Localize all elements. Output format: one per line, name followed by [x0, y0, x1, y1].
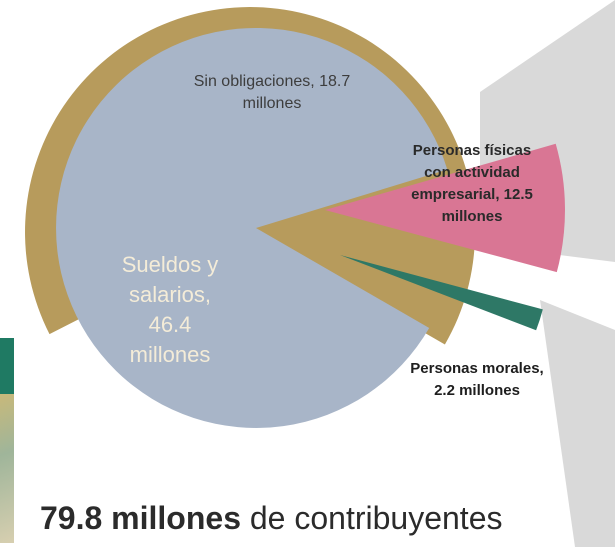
- slice-sin-obligaciones: [56, 27, 448, 428]
- background-panels: [480, 0, 615, 547]
- slice-sueldos-label-line: 46.4: [149, 312, 192, 337]
- slice-personas-morales: [340, 255, 543, 331]
- slice-sin-obligaciones-label-line: Sin obligaciones, 18.7: [194, 73, 351, 90]
- slice-sueldos-label-line: Sueldos y: [122, 252, 219, 277]
- slice-personas-fisicas: [325, 143, 565, 273]
- slice-personas-fisicas-label: Personas físicas con actividad empresarial…: [411, 142, 533, 225]
- slice-sin-obligaciones-label: Sin obligaciones, 18.7 millones: [194, 73, 351, 112]
- slice-personas-fisicas-label-line: Personas físicas: [413, 142, 531, 159]
- slice-sueldos-label-line: salarios,: [129, 282, 211, 307]
- total-text: de contribuyentes: [240, 500, 503, 536]
- slice-sin-obligaciones-label-line: millones: [243, 95, 302, 112]
- cropped-image-fragment: [0, 338, 14, 543]
- background-panel-lower: [540, 300, 615, 547]
- cropped-image-fragment-top: [0, 338, 14, 394]
- total-value: 79.8 millones: [40, 500, 241, 536]
- cropped-image-fragment-bottom: [0, 394, 14, 543]
- total-contributors-caption: 79.8 millones de contribuyentes: [40, 500, 600, 537]
- slice-personas-morales-label-line: 2.2 millones: [434, 382, 520, 399]
- slice-personas-morales-label: Personas morales, 2.2 millones: [410, 360, 543, 399]
- slice-sueldos-label-line: millones: [130, 342, 211, 367]
- slice-personas-fisicas-label-line: millones: [442, 208, 503, 225]
- slice-personas-fisicas-label-line: empresarial, 12.5: [411, 186, 533, 203]
- slice-personas-morales-label-line: Personas morales,: [410, 360, 543, 377]
- slice-sueldos-label: Sueldos y salarios, 46.4 millones: [122, 252, 219, 367]
- slice-personas-fisicas-label-line: con actividad: [424, 164, 520, 181]
